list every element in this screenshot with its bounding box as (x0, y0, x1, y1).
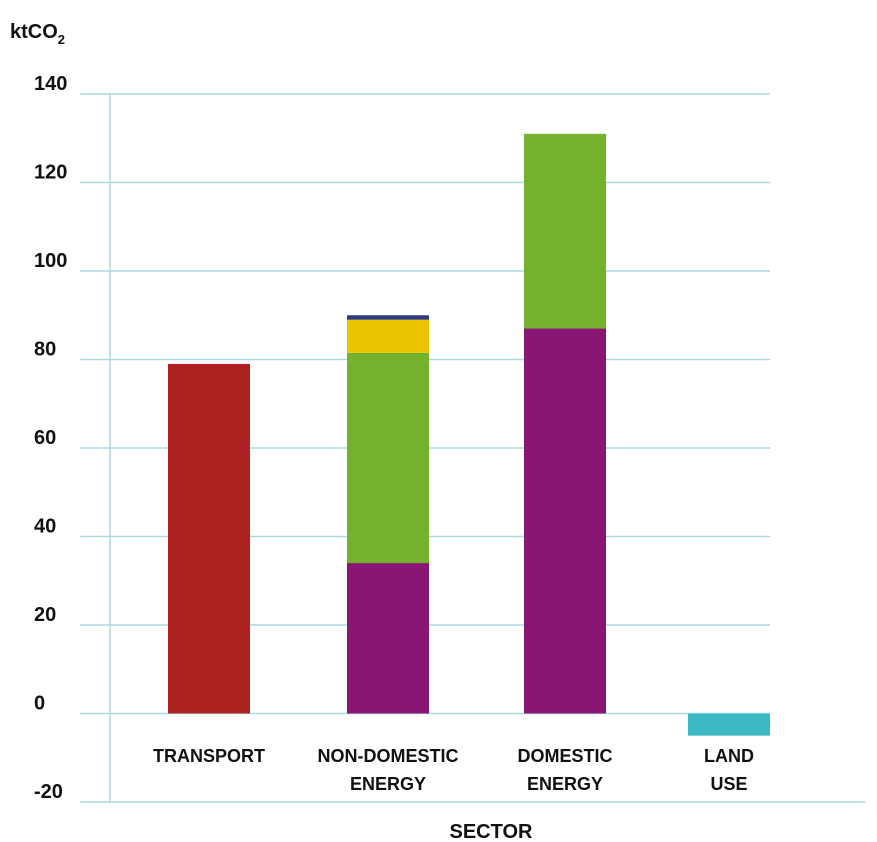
x-category-label: ENERGY (350, 774, 426, 794)
bar-segment (347, 319, 429, 353)
x-category-label: LAND (704, 746, 754, 766)
y-axis: 140 120 100 80 60 40 20 0 -20 (34, 73, 111, 803)
bar-segment (524, 328, 606, 714)
y-axis-unit-main: ktCO (10, 21, 58, 43)
bar-segment (347, 315, 429, 320)
category-labels: TRANSPORT NON-DOMESTIC ENERGY DOMESTIC ENERG… (153, 746, 754, 794)
y-tick-label: 20 (34, 604, 56, 626)
y-tick-label: 100 (34, 250, 67, 272)
x-axis-title: SECTOR (450, 821, 534, 842)
bar-segment (347, 563, 429, 714)
x-category-label: NON-DOMESTIC (318, 746, 459, 766)
y-tick-label: 140 (34, 73, 67, 95)
bar-segment (524, 133, 606, 329)
y-tick-label: 80 (34, 339, 56, 361)
x-category-label: ENERGY (527, 774, 603, 794)
y-tick-label: 120 (34, 162, 67, 184)
bar-segment (688, 713, 770, 736)
bar-segment (347, 352, 429, 564)
x-category-label: DOMESTIC (517, 746, 612, 766)
y-axis-unit-label: ktCO2 (10, 21, 65, 47)
x-category-label: TRANSPORT (153, 746, 265, 766)
y-tick-label: 0 (34, 693, 45, 715)
y-tick-label: 40 (34, 516, 56, 538)
bar-segment (168, 363, 250, 714)
y-axis-unit-subscript: 2 (58, 32, 65, 47)
y-tick-label: 60 (34, 427, 56, 449)
x-category-label: USE (710, 774, 747, 794)
bars (168, 133, 770, 736)
y-tick-label: -20 (34, 781, 63, 803)
